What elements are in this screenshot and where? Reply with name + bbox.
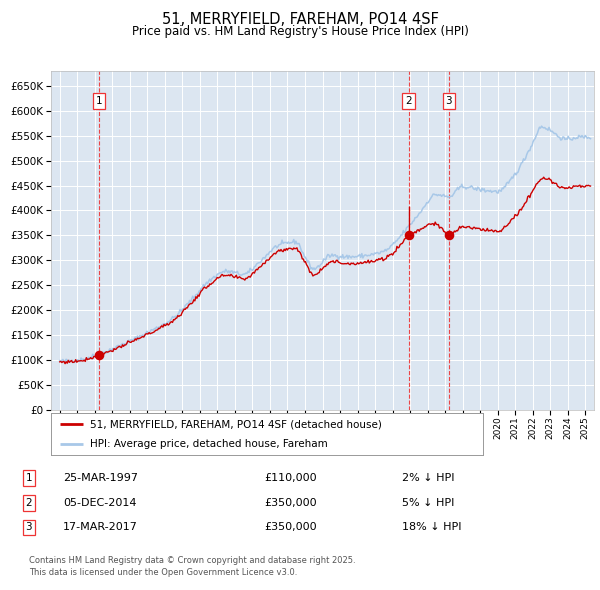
Text: 05-DEC-2014: 05-DEC-2014: [63, 498, 137, 507]
Point: [94, 350, 104, 360]
Text: 2% ↓ HPI: 2% ↓ HPI: [402, 473, 455, 483]
Text: 51, MERRYFIELD, FAREHAM, PO14 4SF (detached house): 51, MERRYFIELD, FAREHAM, PO14 4SF (detac…: [90, 419, 382, 430]
Point: [444, 231, 454, 240]
Text: 17-MAR-2017: 17-MAR-2017: [63, 523, 138, 532]
Text: HPI: Average price, detached house, Fareham: HPI: Average price, detached house, Fare…: [90, 439, 328, 449]
Text: 5% ↓ HPI: 5% ↓ HPI: [402, 498, 454, 507]
Text: 51, MERRYFIELD, FAREHAM, PO14 4SF: 51, MERRYFIELD, FAREHAM, PO14 4SF: [161, 12, 439, 27]
Point: [404, 231, 413, 240]
Text: £350,000: £350,000: [264, 523, 317, 532]
Text: 2: 2: [406, 96, 412, 106]
Text: 18% ↓ HPI: 18% ↓ HPI: [402, 523, 461, 532]
Text: Contains HM Land Registry data © Crown copyright and database right 2025.
This d: Contains HM Land Registry data © Crown c…: [29, 556, 355, 577]
Text: £110,000: £110,000: [264, 473, 317, 483]
Text: £350,000: £350,000: [264, 498, 317, 507]
Text: 1: 1: [25, 473, 32, 483]
Text: 2: 2: [25, 498, 32, 507]
Text: 25-MAR-1997: 25-MAR-1997: [63, 473, 138, 483]
Text: 1: 1: [95, 96, 102, 106]
Text: 3: 3: [445, 96, 452, 106]
Text: Price paid vs. HM Land Registry's House Price Index (HPI): Price paid vs. HM Land Registry's House …: [131, 25, 469, 38]
Text: 3: 3: [25, 523, 32, 532]
